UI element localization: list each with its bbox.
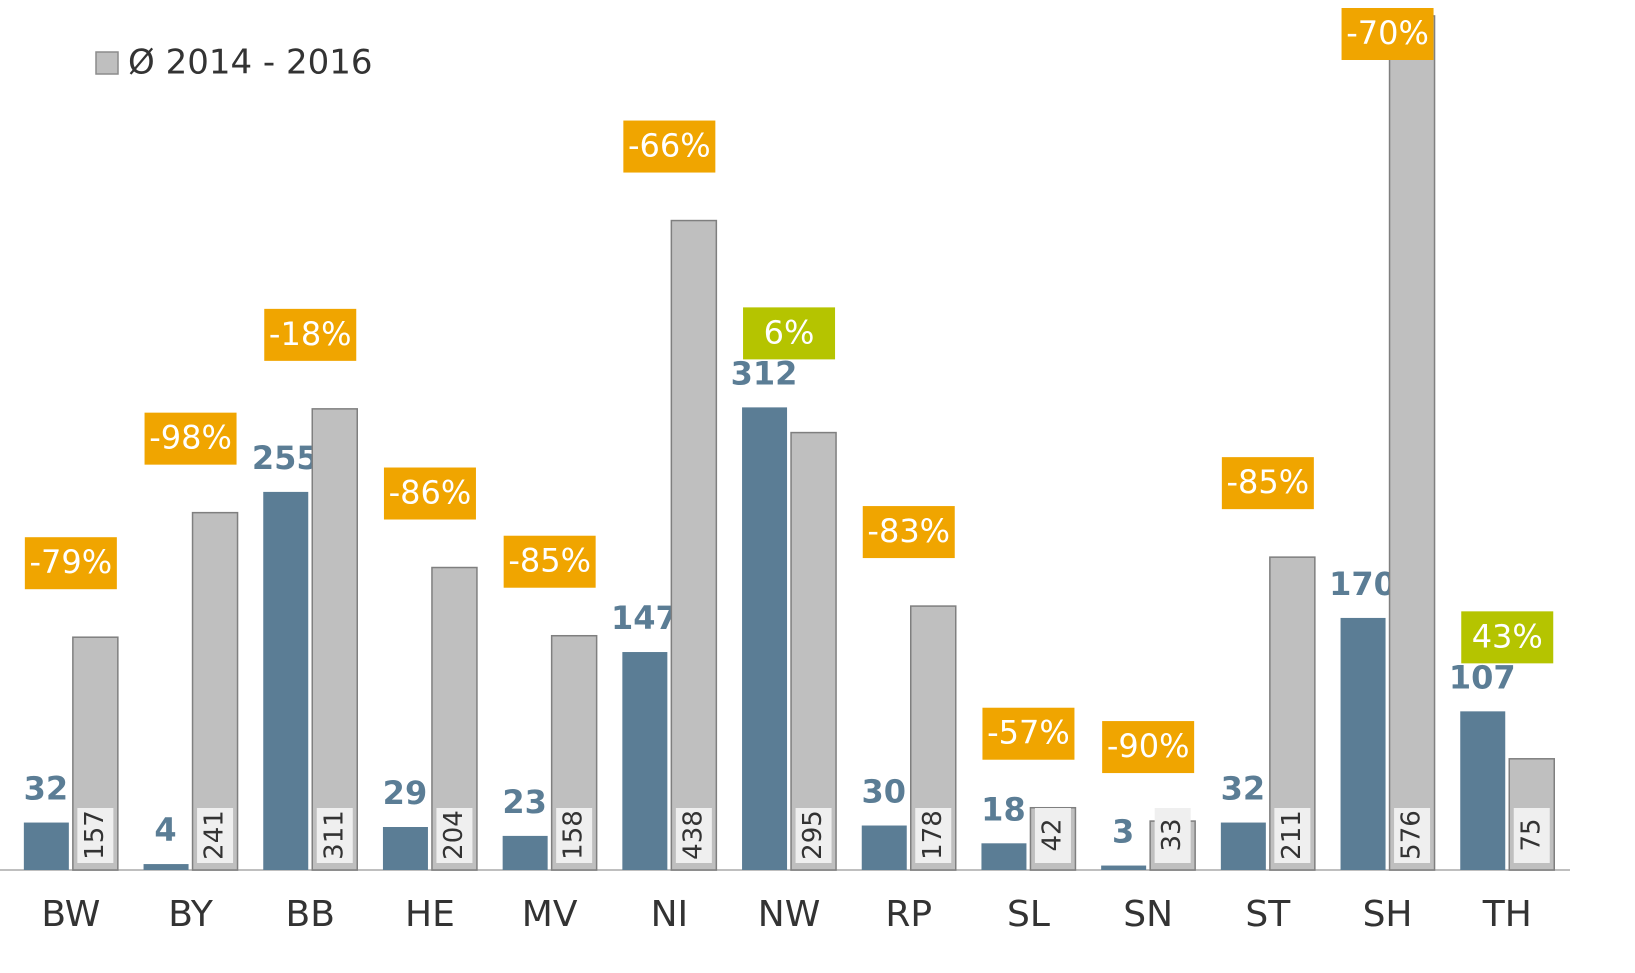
change-box xyxy=(503,535,596,588)
x-tick-label: BY xyxy=(168,894,214,935)
data-label: 576 xyxy=(1397,810,1427,860)
data-label: 241 xyxy=(200,810,230,860)
data-label-box xyxy=(77,808,114,863)
legend-label: Ø 2014 - 2016 xyxy=(128,43,373,83)
change-label: -83% xyxy=(867,512,950,550)
change-box xyxy=(1461,611,1554,664)
change-label: -70% xyxy=(1346,14,1429,52)
data-label-box xyxy=(436,808,473,863)
change-box xyxy=(862,506,955,559)
bar xyxy=(1340,617,1386,870)
data-label: 211 xyxy=(1277,810,1307,860)
bar xyxy=(742,407,788,870)
bar xyxy=(790,431,837,871)
change-box xyxy=(264,308,357,361)
change-label: -98% xyxy=(149,419,232,457)
bar xyxy=(981,843,1027,870)
data-label: 178 xyxy=(918,810,948,860)
data-label: 438 xyxy=(678,810,708,860)
change-box xyxy=(743,307,836,360)
bar xyxy=(263,491,309,870)
data-label: 18 xyxy=(981,790,1026,828)
x-tick-label: SL xyxy=(1007,894,1050,935)
change-label: -86% xyxy=(389,474,472,512)
data-label: 157 xyxy=(80,810,110,860)
data-label: 23 xyxy=(502,783,547,821)
bar xyxy=(502,835,548,870)
x-tick-label: NW xyxy=(758,894,821,935)
data-label: 4 xyxy=(154,811,176,849)
change-box xyxy=(1221,457,1314,510)
data-label-box xyxy=(1034,808,1071,863)
data-label: 204 xyxy=(439,810,469,860)
bar xyxy=(622,652,668,870)
bar xyxy=(1388,15,1436,871)
change-label: -85% xyxy=(508,542,591,580)
x-tick-label: SH xyxy=(1363,894,1413,935)
data-label: 42 xyxy=(1037,818,1067,851)
bar xyxy=(861,825,907,870)
bar xyxy=(143,864,189,870)
x-tick-label: BB xyxy=(286,894,335,935)
change-label: 43% xyxy=(1472,617,1543,655)
data-label: 295 xyxy=(798,810,828,860)
data-label: 33 xyxy=(1157,818,1187,851)
change-box xyxy=(24,537,117,590)
bar xyxy=(382,827,428,870)
data-label: 170 xyxy=(1329,565,1396,603)
x-tick-label: BW xyxy=(41,894,100,935)
bar xyxy=(670,219,718,871)
change-label: -85% xyxy=(1227,463,1310,501)
data-label-box xyxy=(1274,808,1311,863)
bar xyxy=(311,408,358,871)
change-box xyxy=(982,707,1075,760)
bar xyxy=(1101,865,1147,870)
data-label: 30 xyxy=(861,773,906,811)
change-box xyxy=(1341,8,1434,60)
change-label: -66% xyxy=(628,127,711,165)
data-label: 107 xyxy=(1449,658,1516,696)
data-label: 75 xyxy=(1516,818,1546,851)
data-label: 29 xyxy=(383,774,428,812)
change-label: -90% xyxy=(1107,727,1190,765)
change-label: 6% xyxy=(764,313,815,351)
change-box xyxy=(144,412,237,465)
x-tick-label: ST xyxy=(1245,894,1291,935)
data-label-box xyxy=(316,808,353,863)
data-label: 311 xyxy=(319,810,349,860)
data-label: 32 xyxy=(1221,770,1266,808)
data-label-box xyxy=(197,808,234,863)
change-box xyxy=(383,467,476,520)
change-box xyxy=(623,120,716,173)
data-label: 158 xyxy=(559,810,589,860)
x-tick-label: HE xyxy=(405,894,455,935)
data-label: 32 xyxy=(24,770,69,808)
data-label: 255 xyxy=(252,439,319,477)
x-tick-label: RP xyxy=(885,894,932,935)
x-tick-label: NI xyxy=(651,894,689,935)
data-label: 3 xyxy=(1112,813,1134,851)
legend-swatch xyxy=(95,51,119,75)
bar xyxy=(1460,711,1506,870)
data-label-box xyxy=(1154,808,1191,863)
bar xyxy=(23,822,69,870)
data-label-box xyxy=(556,808,593,863)
data-label: 147 xyxy=(611,599,678,637)
x-tick-label: TH xyxy=(1482,894,1532,935)
data-label-box xyxy=(795,808,832,863)
data-label-box xyxy=(1513,808,1550,863)
x-tick-label: SN xyxy=(1123,894,1173,935)
data-label: 312 xyxy=(731,354,798,392)
change-box xyxy=(1102,721,1195,774)
change-label: -18% xyxy=(269,315,352,353)
data-label-box xyxy=(915,808,952,863)
data-label-box xyxy=(1394,808,1431,863)
bar xyxy=(1220,822,1266,870)
x-tick-label: MV xyxy=(522,894,578,935)
data-label-box xyxy=(675,808,712,863)
change-label: -79% xyxy=(30,543,113,581)
change-label: -57% xyxy=(987,714,1070,752)
